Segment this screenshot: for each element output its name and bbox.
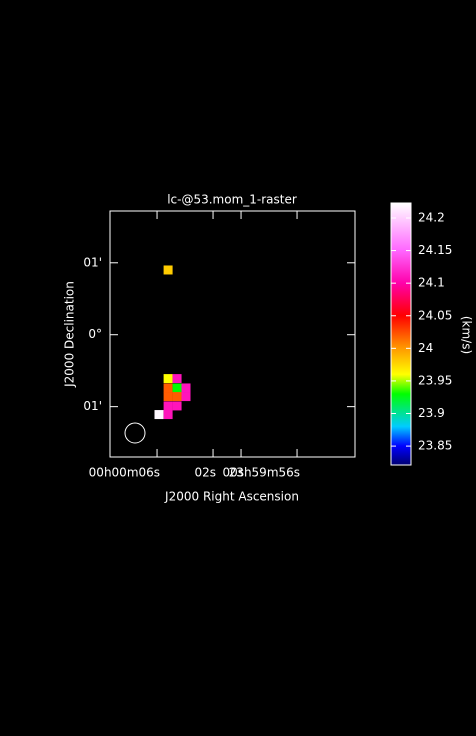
beam	[124, 422, 146, 444]
pixel	[163, 401, 173, 411]
pixel	[181, 392, 191, 402]
plot-frame	[109, 210, 356, 458]
pixel	[163, 383, 173, 393]
colorbar-tick-label: 23.95	[418, 373, 452, 387]
pixel	[163, 410, 173, 420]
colorbar-tick-label: 24.1	[418, 276, 445, 290]
pixel	[172, 401, 182, 411]
y-axis-title: J2000 Declination	[63, 281, 77, 388]
x-tick-label: 00h00m06s	[89, 466, 160, 480]
y-tick-label: 01'	[83, 255, 102, 269]
colorbar-tick-label: 23.9	[418, 406, 445, 420]
x-tick-label: 02s	[195, 466, 217, 480]
colorbar-title: (km/s)	[460, 316, 474, 354]
colorbar-tick-label: 23.85	[418, 439, 452, 453]
colorbar-tick-label: 24.15	[418, 243, 452, 257]
colorbar-tick-label: 24.2	[418, 210, 445, 224]
y-tick-label: 01'	[83, 399, 102, 413]
chart-title: lc-@53.mom_1-raster	[167, 193, 297, 207]
pixel	[154, 410, 164, 420]
pixel	[181, 383, 191, 393]
x-tick-label: 00s	[223, 466, 245, 480]
pixel	[163, 374, 173, 384]
pixel	[172, 383, 182, 393]
x-axis-title: J2000 Right Ascension	[164, 490, 299, 504]
pixel	[172, 374, 182, 384]
colorbar	[390, 202, 412, 466]
x-tick-label: 23h59m56s	[229, 466, 300, 480]
colorbar-tick-label: 24	[418, 341, 433, 355]
pixel	[163, 265, 173, 275]
pixel	[163, 392, 173, 402]
pixel	[172, 392, 182, 402]
y-tick-label: 0°	[88, 327, 102, 341]
colorbar-tick-label: 24.05	[418, 308, 452, 322]
